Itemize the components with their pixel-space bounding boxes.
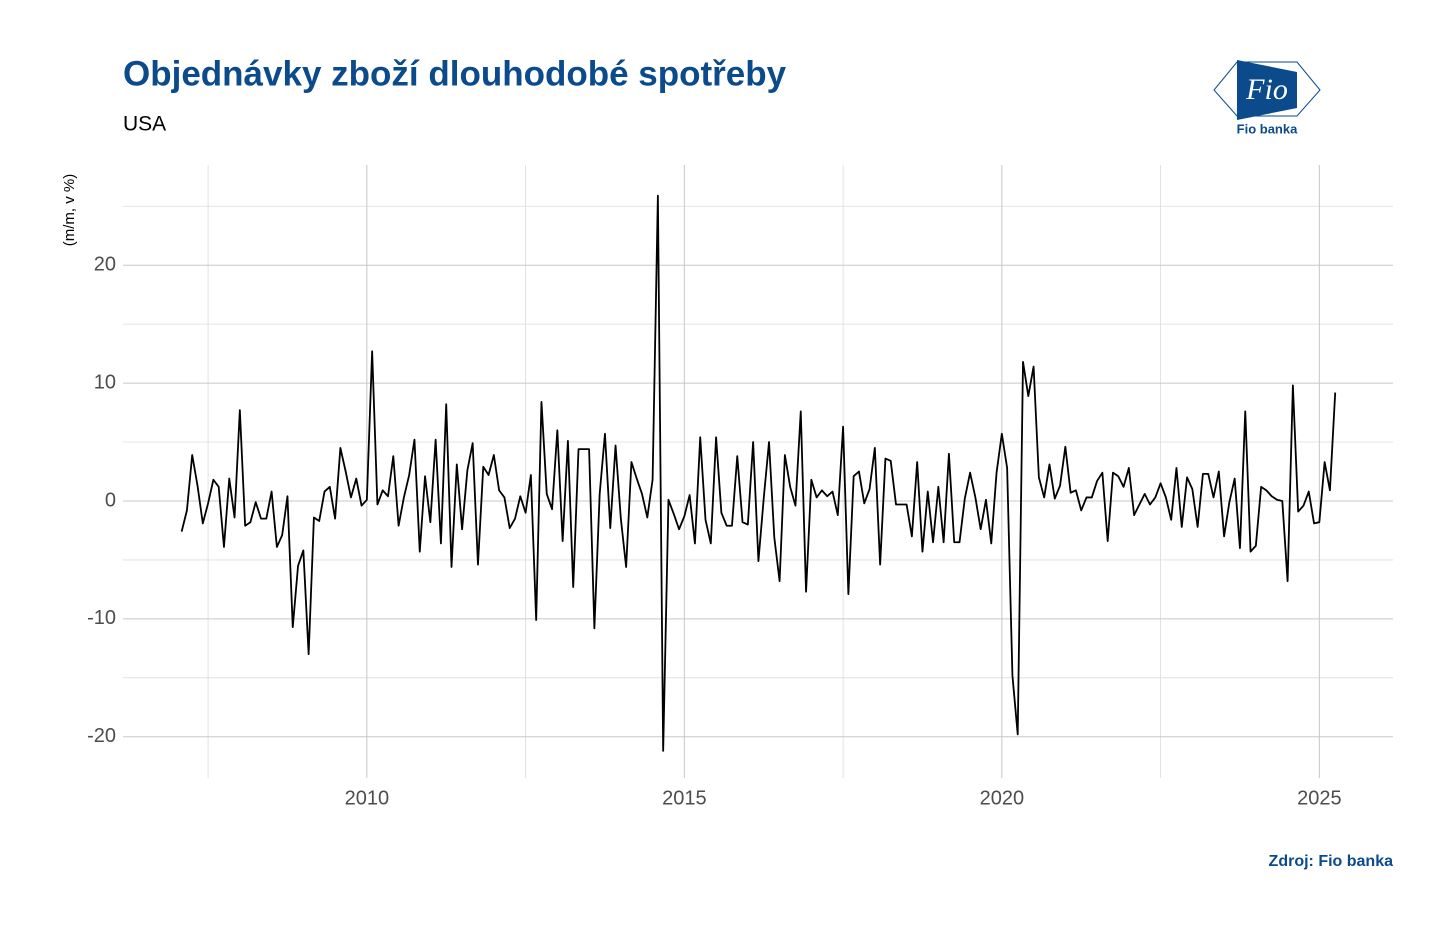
- logo-outline: [1213, 61, 1321, 117]
- logo: Fio Fio banka: [1213, 60, 1321, 136]
- y-tick-label: 10: [94, 371, 116, 393]
- y-axis-label: (m/m, v %): [61, 174, 78, 247]
- logo-name: Fio banka: [1237, 121, 1298, 136]
- chart-subtitle: USA: [123, 113, 166, 136]
- plot: [180, 194, 1337, 752]
- grid: -20 -10 0 10 20 2010 2015 2020 2025: [87, 165, 1393, 809]
- logo-mark: Fio: [1245, 73, 1288, 106]
- x-tick-label: 2015: [662, 787, 707, 809]
- y-tick-label: 20: [94, 253, 116, 275]
- y-tick-label: -10: [87, 607, 116, 629]
- x-tick-label: 2010: [345, 787, 390, 809]
- chart-title: Objednávky zboží dlouhodobé spotřeby: [123, 54, 787, 93]
- data-line: [180, 194, 1337, 752]
- y-tick-label: -20: [87, 725, 116, 747]
- source-note: Zdroj: Fio banka: [1269, 853, 1394, 870]
- x-tick-label: 2020: [980, 787, 1025, 809]
- logo-flag: [1237, 60, 1297, 120]
- y-tick-label: 0: [105, 489, 116, 511]
- x-tick-label: 2025: [1297, 787, 1342, 809]
